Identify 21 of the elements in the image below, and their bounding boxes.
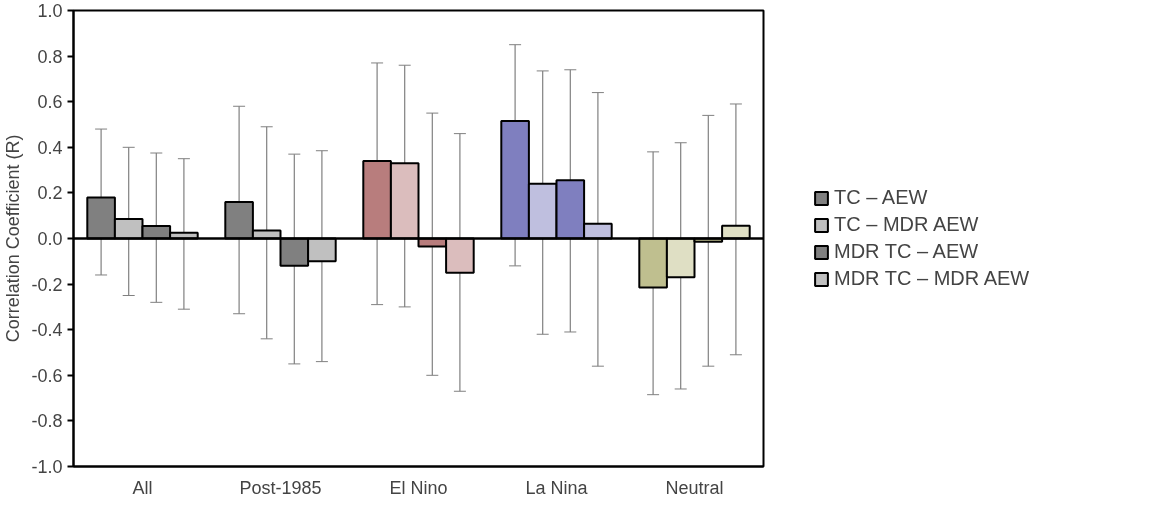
x-tick-label: Post-1985: [239, 477, 322, 498]
y-tick-label: -0.8: [31, 411, 63, 432]
legend-label: TC – AEW: [834, 186, 928, 209]
legend-label: MDR TC – AEW: [834, 240, 979, 263]
y-tick-label: -0.6: [31, 365, 63, 386]
x-tick-label: All: [132, 477, 153, 498]
y-tick-label: -0.2: [31, 274, 63, 295]
x-tick-label: La Nina: [525, 477, 589, 498]
legend-label: TC – MDR AEW: [834, 213, 979, 236]
y-tick-label: -0.4: [31, 320, 63, 341]
x-tick-label: El Nino: [389, 477, 448, 498]
y-tick-label: 0.4: [37, 137, 63, 158]
y-tick-label: 0.8: [37, 46, 63, 67]
x-tick-label: Neutral: [665, 477, 724, 498]
y-tick-label: 0.2: [37, 183, 63, 204]
y-axis-title: Correlation Coefficient (R): [3, 134, 24, 343]
y-tick-label: 0.0: [37, 229, 63, 249]
y-tick-label: -1.0: [31, 457, 63, 477]
y-tick-label: 0.6: [37, 92, 63, 113]
legend-label: MDR TC – MDR AEW: [834, 267, 1030, 290]
y-tick-label: 1.0: [37, 1, 63, 21]
